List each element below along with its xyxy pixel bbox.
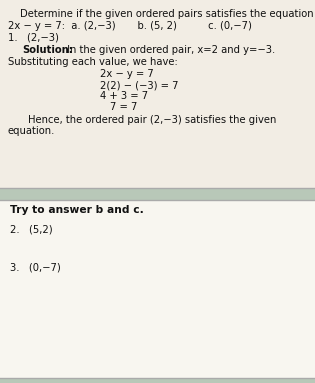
Text: In the given ordered pair, x=2 and y=−3.: In the given ordered pair, x=2 and y=−3. bbox=[64, 45, 275, 55]
Text: 2.   (5,2): 2. (5,2) bbox=[10, 225, 53, 235]
Text: 2(2) − (−3) = 7: 2(2) − (−3) = 7 bbox=[100, 80, 179, 90]
Text: Substituting each value, we have:: Substituting each value, we have: bbox=[8, 57, 178, 67]
Text: Hence, the ordered pair (2,−3) satisfies the given: Hence, the ordered pair (2,−3) satisfies… bbox=[28, 115, 276, 125]
Bar bbox=[0, 0, 315, 188]
Bar bbox=[0, 200, 315, 378]
Text: 7 = 7: 7 = 7 bbox=[110, 102, 137, 112]
Text: Try to answer b and c.: Try to answer b and c. bbox=[10, 205, 144, 215]
Text: Determine if the given ordered pairs satisfies the equation: Determine if the given ordered pairs sat… bbox=[20, 9, 314, 19]
Text: 2x − y = 7: 2x − y = 7 bbox=[100, 69, 154, 79]
Text: equation.: equation. bbox=[8, 126, 55, 136]
Text: 4 + 3 = 7: 4 + 3 = 7 bbox=[100, 91, 148, 101]
Text: Solution:: Solution: bbox=[22, 45, 73, 55]
Text: 3.   (0,−7): 3. (0,−7) bbox=[10, 263, 61, 273]
Text: 1.   (2,−3): 1. (2,−3) bbox=[8, 33, 59, 43]
Text: 2x − y = 7:  a. (2,−3)       b. (5, 2)          c. (0,−7): 2x − y = 7: a. (2,−3) b. (5, 2) c. (0,−7… bbox=[8, 21, 252, 31]
